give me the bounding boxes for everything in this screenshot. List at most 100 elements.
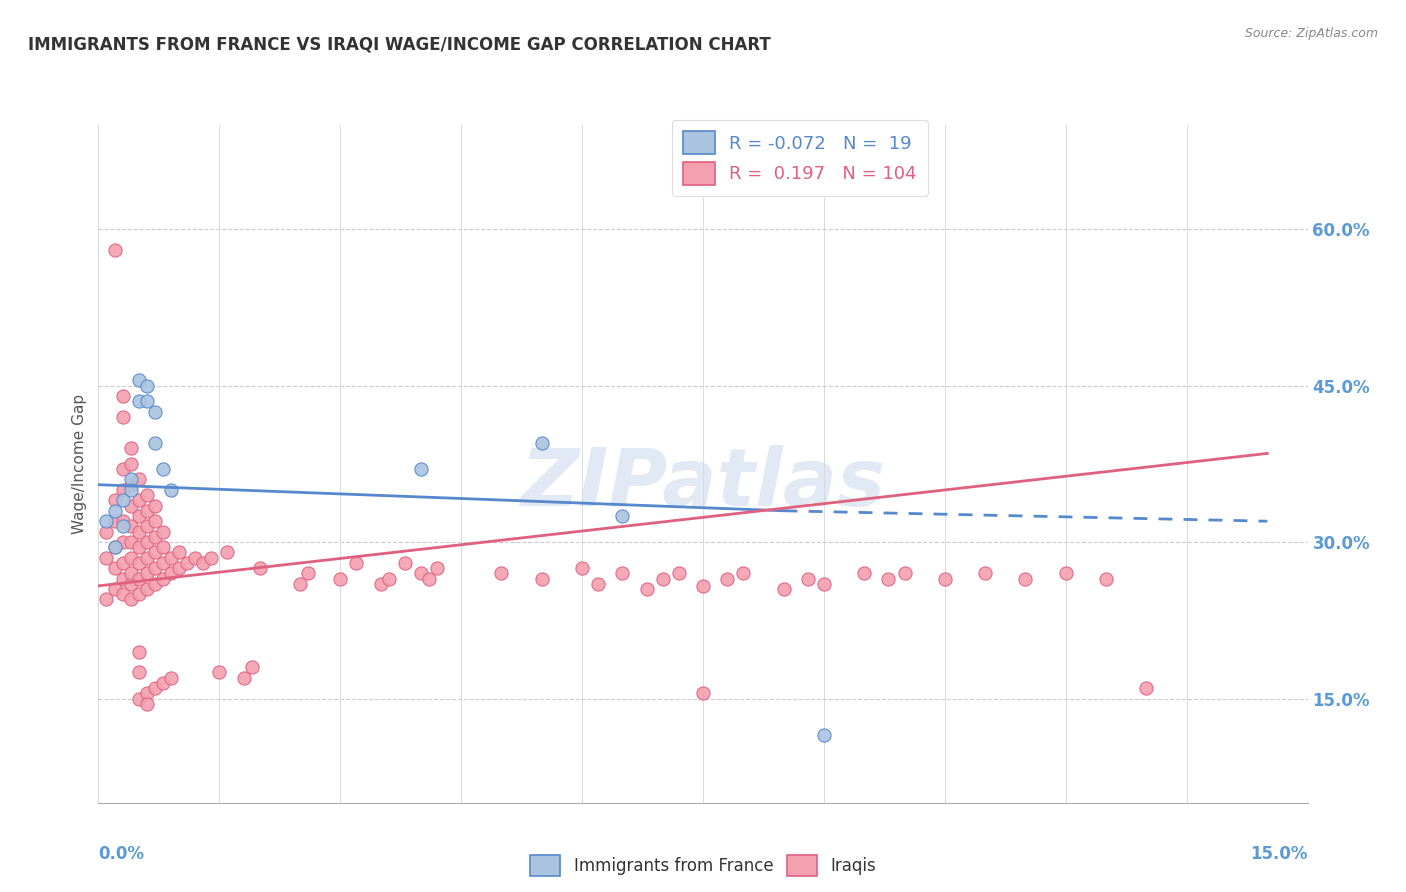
Point — [111, 483, 134, 497]
Point — [1014, 572, 1036, 586]
Point — [193, 556, 215, 570]
Point — [128, 493, 150, 508]
Point — [1054, 566, 1077, 581]
Point — [111, 519, 134, 533]
Point — [877, 572, 900, 586]
Point — [974, 566, 997, 581]
Point — [232, 671, 254, 685]
Point — [143, 681, 166, 695]
Point — [111, 462, 134, 476]
Text: IMMIGRANTS FROM FRANCE VS IRAQI WAGE/INCOME GAP CORRELATION CHART: IMMIGRANTS FROM FRANCE VS IRAQI WAGE/INC… — [28, 36, 770, 54]
Point — [143, 561, 166, 575]
Point — [128, 665, 150, 680]
Point — [176, 556, 198, 570]
Point — [152, 556, 174, 570]
Point — [111, 409, 134, 424]
Point — [111, 514, 134, 528]
Point — [152, 572, 174, 586]
Point — [636, 582, 658, 596]
Point — [297, 566, 319, 581]
Point — [128, 691, 150, 706]
Point — [143, 499, 166, 513]
Point — [120, 592, 142, 607]
Point — [167, 545, 190, 559]
Point — [96, 524, 118, 539]
Point — [128, 572, 150, 586]
Point — [797, 572, 820, 586]
Point — [167, 561, 190, 575]
Point — [135, 519, 157, 533]
Point — [571, 561, 593, 575]
Point — [530, 572, 553, 586]
Point — [96, 550, 118, 565]
Point — [120, 477, 142, 491]
Point — [103, 582, 125, 596]
Point — [491, 566, 513, 581]
Point — [135, 686, 157, 700]
Point — [135, 504, 157, 518]
Point — [111, 535, 134, 549]
Y-axis label: Wage/Income Gap: Wage/Income Gap — [72, 393, 87, 534]
Point — [249, 561, 271, 575]
Point — [128, 644, 150, 658]
Point — [418, 572, 440, 586]
Point — [135, 697, 157, 711]
Point — [426, 561, 449, 575]
Point — [1135, 681, 1157, 695]
Point — [370, 576, 392, 591]
Point — [160, 483, 183, 497]
Point — [96, 514, 118, 528]
Point — [103, 243, 125, 257]
Point — [409, 462, 432, 476]
Point — [288, 576, 311, 591]
Point — [240, 660, 263, 674]
Point — [152, 462, 174, 476]
Point — [128, 587, 150, 601]
Point — [103, 504, 125, 518]
Point — [143, 405, 166, 419]
Point — [135, 566, 157, 581]
Point — [128, 373, 150, 387]
Point — [120, 519, 142, 533]
Point — [128, 508, 150, 523]
Point — [135, 535, 157, 549]
Text: 15.0%: 15.0% — [1250, 845, 1308, 863]
Point — [120, 473, 142, 487]
Point — [96, 592, 118, 607]
Point — [394, 556, 416, 570]
Point — [217, 545, 239, 559]
Point — [813, 728, 835, 742]
Point — [813, 576, 835, 591]
Point — [128, 541, 150, 555]
Point — [103, 541, 125, 555]
Point — [692, 686, 714, 700]
Point — [160, 550, 183, 565]
Point — [692, 579, 714, 593]
Point — [135, 582, 157, 596]
Point — [152, 676, 174, 690]
Point — [111, 389, 134, 403]
Point — [128, 524, 150, 539]
Point — [120, 441, 142, 455]
Point — [128, 394, 150, 409]
Point — [103, 493, 125, 508]
Point — [120, 483, 142, 497]
Legend: Immigrants from France, Iraqis: Immigrants from France, Iraqis — [523, 848, 883, 882]
Point — [586, 576, 609, 591]
Point — [120, 576, 142, 591]
Point — [135, 394, 157, 409]
Point — [409, 566, 432, 581]
Point — [111, 493, 134, 508]
Text: ZIPatlas: ZIPatlas — [520, 445, 886, 524]
Point — [143, 436, 166, 450]
Point — [160, 671, 183, 685]
Point — [120, 566, 142, 581]
Text: Source: ZipAtlas.com: Source: ZipAtlas.com — [1244, 27, 1378, 40]
Point — [111, 587, 134, 601]
Point — [208, 665, 231, 680]
Point — [143, 545, 166, 559]
Point — [1095, 572, 1118, 586]
Point — [135, 488, 157, 502]
Point — [377, 572, 399, 586]
Point — [152, 524, 174, 539]
